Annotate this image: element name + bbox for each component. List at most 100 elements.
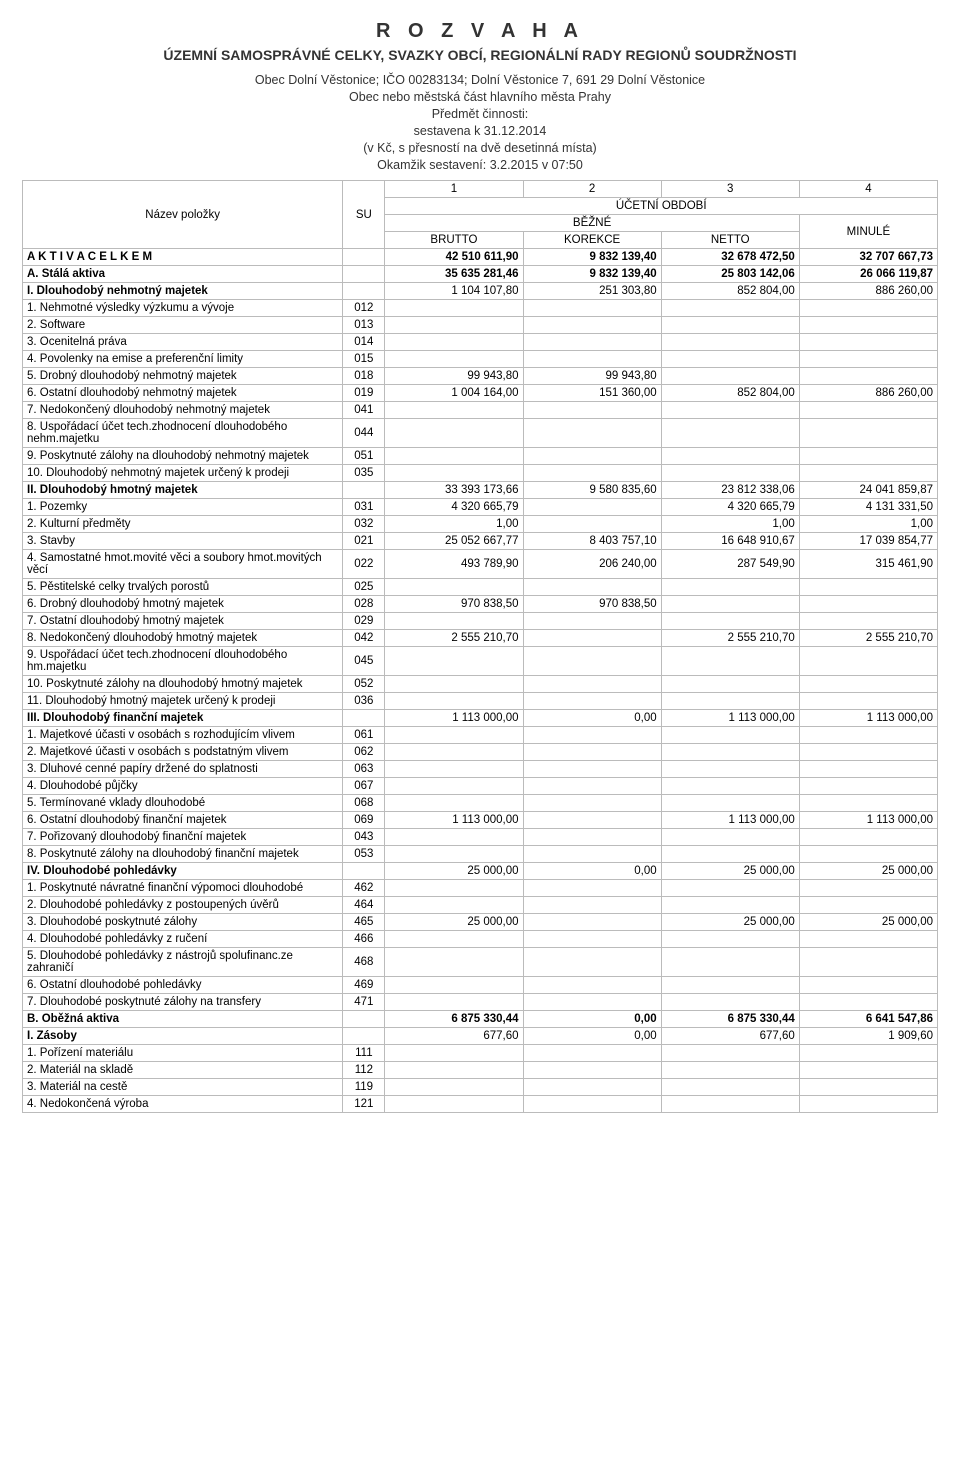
row-name: 6. Drobný dlouhodobý hmotný majetek [23, 596, 343, 613]
row-su: 032 [343, 516, 385, 533]
row-value: 1,00 [385, 516, 523, 533]
table-row: 9. Uspořádací účet tech.zhodnocení dlouh… [23, 647, 938, 676]
row-value: 1 113 000,00 [799, 710, 937, 727]
row-name: I. Dlouhodobý nehmotný majetek [23, 283, 343, 300]
table-row: IV. Dlouhodobé pohledávky25 000,000,0025… [23, 863, 938, 880]
row-value: 315 461,90 [799, 550, 937, 579]
row-value: 1 113 000,00 [385, 812, 523, 829]
row-value: 16 648 910,67 [661, 533, 799, 550]
row-value: 6 875 330,44 [385, 1011, 523, 1028]
row-value: 206 240,00 [523, 550, 661, 579]
row-value [523, 402, 661, 419]
row-value: 0,00 [523, 710, 661, 727]
table-row: 10. Dlouhodobý nehmotný majetek určený k… [23, 465, 938, 482]
row-value [661, 676, 799, 693]
row-value: 26 066 119,87 [799, 266, 937, 283]
row-name: 5. Dlouhodobé pohledávky z nástrojů spol… [23, 948, 343, 977]
row-su: 112 [343, 1062, 385, 1079]
date-line: sestavena k 31.12.2014 [22, 124, 938, 138]
table-row: 6. Ostatní dlouhodobé pohledávky469 [23, 977, 938, 994]
row-su: 119 [343, 1079, 385, 1096]
row-value [661, 693, 799, 710]
row-value [523, 948, 661, 977]
table-row: 6. Ostatní dlouhodobý nehmotný majetek01… [23, 385, 938, 402]
row-value [385, 402, 523, 419]
row-value: 1 113 000,00 [661, 812, 799, 829]
row-value [799, 829, 937, 846]
row-su: 051 [343, 448, 385, 465]
row-value [799, 693, 937, 710]
row-value: 25 000,00 [799, 863, 937, 880]
row-name: 3. Stavby [23, 533, 343, 550]
row-su: 018 [343, 368, 385, 385]
row-value [799, 300, 937, 317]
col-minule: MINULÉ [799, 215, 937, 249]
table-row: 2. Materiál na skladě112 [23, 1062, 938, 1079]
balance-table: Název položky SU 1 2 3 4 ÚČETNÍ OBDOBÍ B… [22, 180, 938, 1113]
row-su: 062 [343, 744, 385, 761]
row-value [523, 1096, 661, 1113]
table-row: A. Stálá aktiva35 635 281,469 832 139,40… [23, 266, 938, 283]
col-su: SU [343, 181, 385, 249]
row-su: 022 [343, 550, 385, 579]
row-su [343, 710, 385, 727]
table-row: 9. Poskytnuté zálohy na dlouhodobý nehmo… [23, 448, 938, 465]
table-row: 2. Software013 [23, 317, 938, 334]
row-value [385, 613, 523, 630]
row-value [523, 812, 661, 829]
row-value [799, 846, 937, 863]
row-value [523, 829, 661, 846]
row-value [799, 1062, 937, 1079]
row-value [661, 300, 799, 317]
row-su [343, 1011, 385, 1028]
row-name: 2. Software [23, 317, 343, 334]
table-row: III. Dlouhodobý finanční majetek1 113 00… [23, 710, 938, 727]
row-name: 5. Termínované vklady dlouhodobé [23, 795, 343, 812]
row-name: 4. Nedokončená výroba [23, 1096, 343, 1113]
row-value: 25 052 667,77 [385, 533, 523, 550]
row-su: 462 [343, 880, 385, 897]
row-value [523, 465, 661, 482]
row-value: 2 555 210,70 [661, 630, 799, 647]
row-name: 1. Nehmotné výsledky výzkumu a vývoje [23, 300, 343, 317]
row-value [799, 727, 937, 744]
row-su: 019 [343, 385, 385, 402]
row-name: 10. Dlouhodobý nehmotný majetek určený k… [23, 465, 343, 482]
row-value [385, 1079, 523, 1096]
col-3: 3 [661, 181, 799, 198]
table-row: 6. Ostatní dlouhodobý finanční majetek06… [23, 812, 938, 829]
row-value [385, 693, 523, 710]
row-value [661, 744, 799, 761]
row-su: 036 [343, 693, 385, 710]
table-row: 11. Dlouhodobý hmotný majetek určený k p… [23, 693, 938, 710]
row-su: 466 [343, 931, 385, 948]
row-value [385, 948, 523, 977]
row-value: 677,60 [661, 1028, 799, 1045]
row-value [799, 351, 937, 368]
row-name: IV. Dlouhodobé pohledávky [23, 863, 343, 880]
row-su: 014 [343, 334, 385, 351]
table-row: 3. Ocenitelná práva014 [23, 334, 938, 351]
table-row: A K T I V A C E L K E M42 510 611,909 83… [23, 249, 938, 266]
table-row: I. Dlouhodobý nehmotný majetek1 104 107,… [23, 283, 938, 300]
row-su: 031 [343, 499, 385, 516]
col-korekce: KOREKCE [523, 232, 661, 249]
row-value: 9 832 139,40 [523, 266, 661, 283]
subject-label: Předmět činnosti: [22, 107, 938, 121]
row-su: 044 [343, 419, 385, 448]
table-row: 3. Dluhové cenné papíry držené do splatn… [23, 761, 938, 778]
row-su: 053 [343, 846, 385, 863]
row-value [799, 778, 937, 795]
row-value [523, 778, 661, 795]
row-value [799, 613, 937, 630]
row-value [385, 744, 523, 761]
table-row: 5. Termínované vklady dlouhodobé068 [23, 795, 938, 812]
row-name: 4. Samostatné hmot.movité věci a soubory… [23, 550, 343, 579]
row-name: A K T I V A C E L K E M [23, 249, 343, 266]
row-value: 42 510 611,90 [385, 249, 523, 266]
row-value: 99 943,80 [385, 368, 523, 385]
row-name: 4. Dlouhodobé půjčky [23, 778, 343, 795]
row-name: 5. Pěstitelské celky trvalých porostů [23, 579, 343, 596]
row-value [661, 829, 799, 846]
row-value [523, 897, 661, 914]
